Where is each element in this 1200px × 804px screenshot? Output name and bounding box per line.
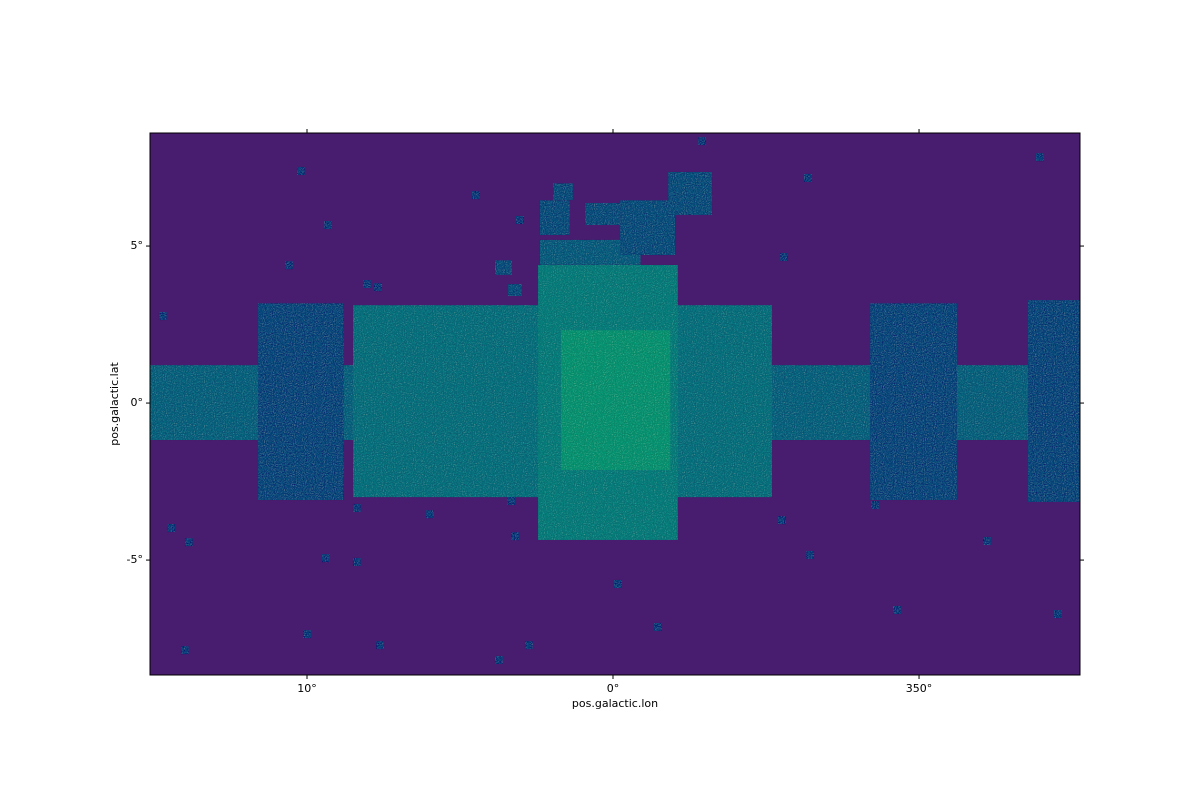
x-tick-label: 10° <box>297 682 317 695</box>
density-region <box>508 284 523 296</box>
survey-field <box>426 510 434 519</box>
survey-field <box>352 503 361 513</box>
density-region <box>668 171 713 215</box>
density-region <box>258 303 344 501</box>
survey-field <box>471 191 480 200</box>
survey-field <box>184 538 193 547</box>
y-tick-label: -5° <box>127 553 143 566</box>
y-tick-label: 5° <box>131 239 144 252</box>
survey-field <box>352 557 361 567</box>
x-tick-label: 0° <box>607 682 620 695</box>
survey-field <box>158 311 167 321</box>
y-axis-label: pos.galactic.lat <box>108 362 121 446</box>
density-region <box>560 330 671 470</box>
survey-field <box>698 137 707 146</box>
survey-field <box>321 554 330 563</box>
survey-field <box>376 641 385 650</box>
survey-field <box>507 496 516 506</box>
survey-field <box>870 501 879 510</box>
survey-field <box>303 630 311 639</box>
survey-field <box>362 279 371 289</box>
density-region <box>539 200 570 236</box>
survey-field <box>494 655 503 665</box>
survey-field <box>324 220 333 230</box>
survey-field <box>516 215 524 225</box>
density-region <box>1027 300 1080 502</box>
density-region <box>584 203 621 226</box>
survey-field <box>803 173 812 182</box>
survey-field <box>511 532 520 541</box>
survey-field <box>1053 609 1062 619</box>
survey-field <box>167 523 176 533</box>
survey-field <box>613 579 622 589</box>
survey-field <box>777 516 786 525</box>
survey-field <box>374 283 382 292</box>
density-region <box>553 183 573 201</box>
survey-field <box>780 252 789 262</box>
survey-field <box>893 605 901 615</box>
x-axis-label: pos.galactic.lon <box>572 697 658 710</box>
density-region <box>620 200 676 256</box>
survey-field <box>1035 153 1044 162</box>
survey-field <box>180 646 189 655</box>
survey-field <box>982 536 991 545</box>
survey-field <box>806 550 815 560</box>
plot-frame <box>149 132 1081 676</box>
survey-field <box>296 166 305 176</box>
survey-field <box>284 261 293 270</box>
density-region <box>494 260 513 275</box>
density-map <box>150 137 1080 665</box>
x-tick-label: 350° <box>906 682 933 695</box>
survey-field <box>524 641 533 650</box>
y-tick-label: 0° <box>131 396 144 409</box>
survey-field <box>654 622 662 632</box>
density-region <box>870 303 957 501</box>
